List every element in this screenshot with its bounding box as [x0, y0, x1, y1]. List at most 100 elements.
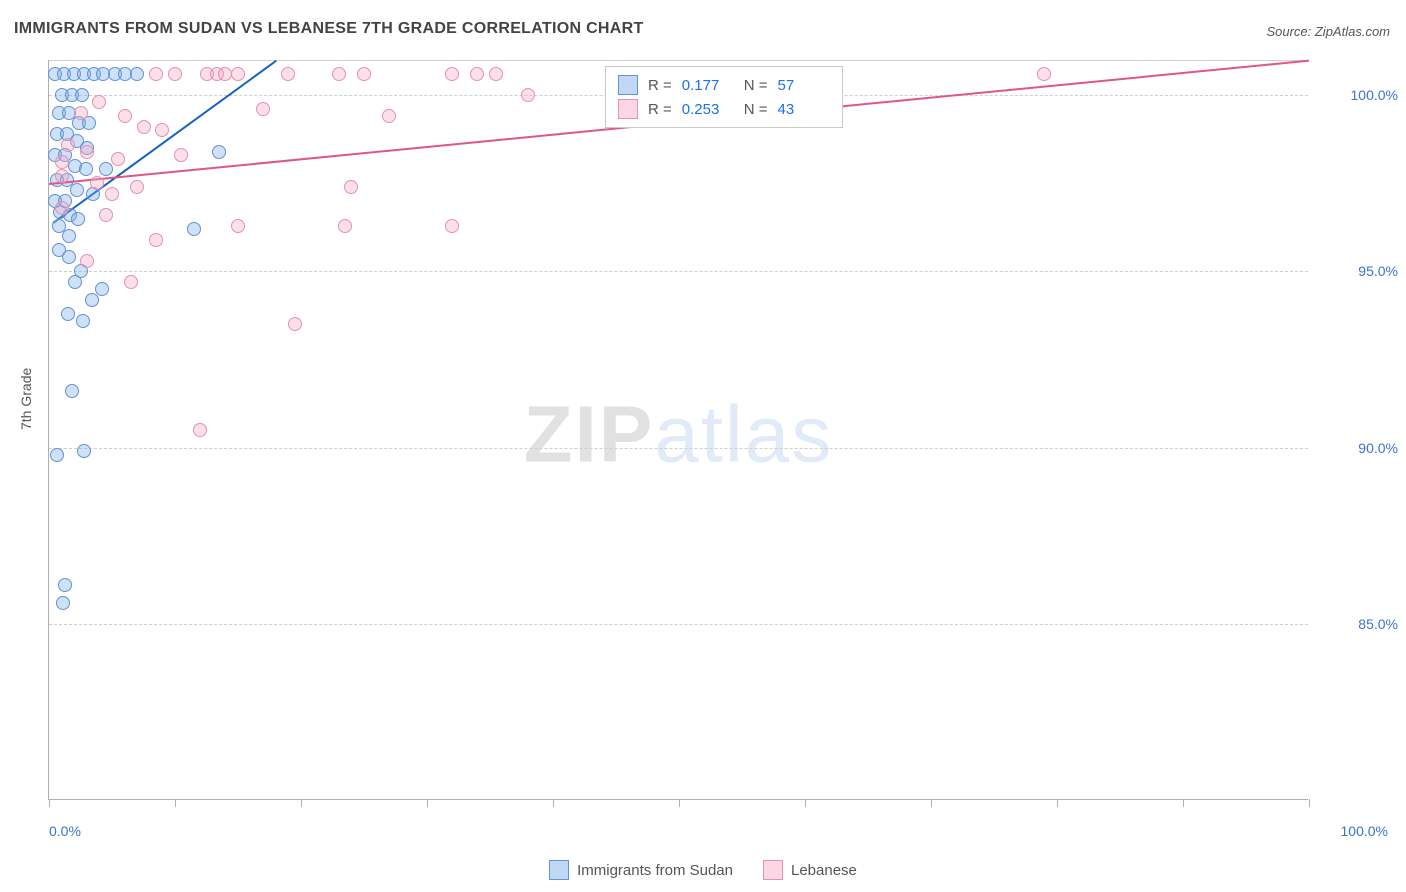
- data-point-sudan: [187, 222, 201, 236]
- data-point-sudan: [130, 67, 144, 81]
- stat-n-label: N =: [744, 101, 768, 118]
- data-point-sudan: [50, 448, 64, 462]
- data-point-lebanese: [74, 106, 88, 120]
- data-point-lebanese: [338, 219, 352, 233]
- data-point-lebanese: [288, 317, 302, 331]
- data-point-lebanese: [55, 201, 69, 215]
- stat-n-value: 57: [778, 77, 830, 94]
- data-point-lebanese: [90, 176, 104, 190]
- data-point-sudan: [75, 88, 89, 102]
- source-label: Source: ZipAtlas.com: [1266, 24, 1390, 39]
- x-tick: [175, 799, 176, 807]
- data-point-sudan: [65, 384, 79, 398]
- data-point-lebanese: [55, 155, 69, 169]
- data-point-sudan: [62, 250, 76, 264]
- plot-top-border: [49, 60, 1308, 61]
- data-point-lebanese: [344, 180, 358, 194]
- x-tick: [553, 799, 554, 807]
- y-tick-label: 100.0%: [1318, 87, 1398, 103]
- data-point-lebanese: [256, 102, 270, 116]
- y-axis-title: 7th Grade: [18, 368, 34, 430]
- stat-box: R = 0.177 N = 57 R = 0.253 N = 43: [605, 66, 843, 128]
- data-point-sudan: [99, 162, 113, 176]
- data-point-sudan: [70, 183, 84, 197]
- data-point-lebanese: [231, 219, 245, 233]
- gridline: [49, 624, 1308, 625]
- data-point-lebanese: [445, 219, 459, 233]
- data-point-lebanese: [80, 145, 94, 159]
- data-point-lebanese: [231, 67, 245, 81]
- gridline: [49, 448, 1308, 449]
- plot-area: ZIPatlas 85.0%90.0%95.0%100.0%0.0%100.0%…: [48, 60, 1308, 800]
- watermark-light: atlas: [654, 389, 833, 478]
- stat-r-value: 0.253: [682, 101, 734, 118]
- stat-r-value: 0.177: [682, 77, 734, 94]
- legend-label-sudan: Immigrants from Sudan: [577, 862, 733, 879]
- data-point-lebanese: [92, 95, 106, 109]
- stat-row: R = 0.253 N = 43: [614, 97, 834, 121]
- data-point-lebanese: [61, 138, 75, 152]
- stat-r-label: R =: [648, 77, 672, 94]
- stat-swatch: [618, 75, 638, 95]
- data-point-lebanese: [382, 109, 396, 123]
- x-tick-label-left: 0.0%: [49, 823, 81, 839]
- data-point-lebanese: [168, 67, 182, 81]
- legend-swatch-pink: [763, 860, 783, 880]
- stat-r-label: R =: [648, 101, 672, 118]
- legend-item-lebanese: Lebanese: [763, 860, 857, 880]
- data-point-lebanese: [137, 120, 151, 134]
- data-point-sudan: [77, 444, 91, 458]
- data-point-sudan: [212, 145, 226, 159]
- data-point-sudan: [68, 275, 82, 289]
- x-tick: [1183, 799, 1184, 807]
- x-tick: [49, 799, 50, 807]
- x-tick: [427, 799, 428, 807]
- x-tick: [679, 799, 680, 807]
- y-tick-label: 90.0%: [1318, 440, 1398, 456]
- data-point-sudan: [85, 293, 99, 307]
- data-point-lebanese: [149, 233, 163, 247]
- x-tick: [1057, 799, 1058, 807]
- stat-swatch: [618, 99, 638, 119]
- data-point-lebanese: [281, 67, 295, 81]
- data-point-sudan: [79, 162, 93, 176]
- data-point-sudan: [58, 578, 72, 592]
- data-point-lebanese: [470, 67, 484, 81]
- chart-title: IMMIGRANTS FROM SUDAN VS LEBANESE 7TH GR…: [14, 20, 644, 38]
- stat-n-value: 43: [778, 101, 830, 118]
- data-point-lebanese: [489, 67, 503, 81]
- data-point-sudan: [71, 212, 85, 226]
- x-tick: [931, 799, 932, 807]
- legend-swatch-blue: [549, 860, 569, 880]
- watermark-bold: ZIP: [524, 389, 654, 478]
- gridline: [49, 271, 1308, 272]
- data-point-lebanese: [130, 180, 144, 194]
- data-point-sudan: [61, 307, 75, 321]
- data-point-sudan: [62, 229, 76, 243]
- data-point-lebanese: [445, 67, 459, 81]
- y-tick-label: 95.0%: [1318, 263, 1398, 279]
- legend-item-sudan: Immigrants from Sudan: [549, 860, 733, 880]
- data-point-lebanese: [332, 67, 346, 81]
- data-point-lebanese: [174, 148, 188, 162]
- x-tick: [805, 799, 806, 807]
- data-point-lebanese: [357, 67, 371, 81]
- data-point-lebanese: [149, 67, 163, 81]
- data-point-lebanese: [521, 88, 535, 102]
- data-point-lebanese: [80, 254, 94, 268]
- data-point-lebanese: [99, 208, 113, 222]
- x-tick: [301, 799, 302, 807]
- data-point-lebanese: [193, 423, 207, 437]
- data-point-lebanese: [55, 169, 69, 183]
- legend-label-lebanese: Lebanese: [791, 862, 857, 879]
- data-point-lebanese: [1037, 67, 1051, 81]
- data-point-lebanese: [111, 152, 125, 166]
- x-tick: [1309, 799, 1310, 807]
- bottom-legend: Immigrants from Sudan Lebanese: [0, 860, 1406, 880]
- data-point-sudan: [76, 314, 90, 328]
- data-point-lebanese: [118, 109, 132, 123]
- data-point-sudan: [56, 596, 70, 610]
- stat-n-label: N =: [744, 77, 768, 94]
- stat-row: R = 0.177 N = 57: [614, 73, 834, 97]
- y-tick-label: 85.0%: [1318, 616, 1398, 632]
